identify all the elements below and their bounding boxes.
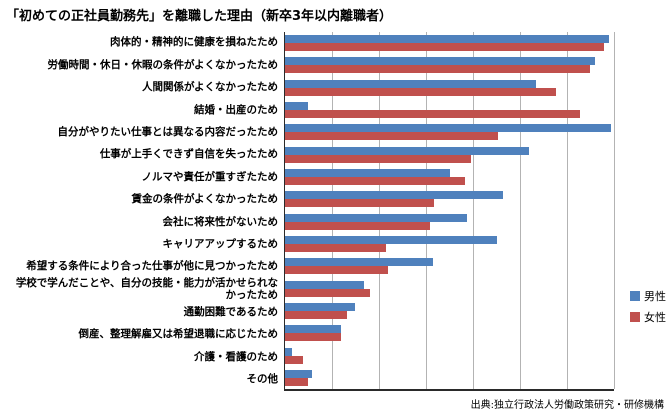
category-label: キャリアアップするため xyxy=(162,237,279,250)
bar-row xyxy=(285,166,614,188)
bar-female xyxy=(285,221,430,230)
legend-label-female: 女性 xyxy=(644,311,666,324)
bar-row xyxy=(285,277,614,299)
bar-female xyxy=(285,132,499,141)
bar-female xyxy=(285,154,472,163)
legend: 男性 女性 xyxy=(630,288,666,330)
gridline xyxy=(473,32,474,389)
gridline xyxy=(567,32,568,389)
bar-female xyxy=(285,243,386,252)
category-label: 希望する条件により合った仕事が他に見つかったため xyxy=(26,260,278,273)
chart-title: 「初めての正社員勤務先」を離職した理由（新卒3年以内離職者） xyxy=(6,9,393,24)
bar-male xyxy=(285,102,308,111)
bar-male xyxy=(285,258,433,267)
category-label: ノルマや責任が重すぎたため xyxy=(141,170,279,183)
bar-female xyxy=(285,43,604,52)
bar-row xyxy=(285,144,614,166)
gridline xyxy=(332,32,333,389)
bar-male xyxy=(285,280,364,289)
legend-item-female: 女性 xyxy=(630,309,666,325)
bar-row xyxy=(285,121,614,143)
bar-female xyxy=(285,110,581,119)
bar-row xyxy=(285,211,614,233)
bar-male xyxy=(285,325,342,334)
bar-female xyxy=(285,87,556,96)
bar-row xyxy=(285,255,614,277)
bar-row xyxy=(285,32,614,54)
category-label: 通勤困難であるため xyxy=(183,305,278,318)
legend-label-male: 男性 xyxy=(644,290,666,303)
bar-male xyxy=(285,169,450,178)
category-label: 賃金の条件がよくなかったため xyxy=(131,193,278,206)
chart-area: 肉体的・精神的に健康を損ねたため労働時間・休日・休暇の条件がよくなかったため人間… xyxy=(6,32,615,391)
legend-item-male: 男性 xyxy=(630,288,666,304)
bar-female xyxy=(285,288,370,297)
category-label: 人間関係がよくなかったため xyxy=(142,81,278,94)
bar-male xyxy=(285,369,313,378)
gridline xyxy=(379,32,380,389)
bar-female xyxy=(285,310,348,319)
category-label: 仕事が上手くできず自信を失ったため xyxy=(99,148,278,161)
legend-swatch-female xyxy=(630,312,640,322)
legend-swatch-male xyxy=(630,291,640,301)
bar-row xyxy=(285,99,614,121)
bar-male xyxy=(285,347,292,356)
bar-male xyxy=(285,57,596,66)
bar-male xyxy=(285,79,536,88)
category-label: 結婚・出産のため xyxy=(194,103,278,116)
bar-row xyxy=(285,188,614,210)
category-label: 肉体的・精神的に健康を損ねたため xyxy=(110,36,278,49)
bar-male xyxy=(285,35,610,44)
category-label: 介護・看護のため xyxy=(194,350,278,363)
bar-row xyxy=(285,344,614,366)
category-label: 倒産、整理解雇又は希望退職に応じたため xyxy=(78,328,279,341)
bar-male xyxy=(285,235,497,244)
bar-male xyxy=(285,124,612,133)
bar-female xyxy=(285,266,389,275)
gridline xyxy=(614,32,615,389)
bar-male xyxy=(285,146,530,155)
bar-row xyxy=(285,233,614,255)
bar-female xyxy=(285,199,435,208)
bar-row xyxy=(285,300,614,322)
source-note: 出典:独立行政法人労働政策研究・研修機構 xyxy=(470,400,664,411)
bar-male xyxy=(285,213,468,222)
category-label: 学校で学んだことや、自分の技能・能力が活かせられなかったため xyxy=(15,277,278,301)
bar-male xyxy=(285,191,504,200)
plot-area xyxy=(284,32,615,391)
bar-row xyxy=(285,322,614,344)
bar-female xyxy=(285,355,303,364)
bar-female xyxy=(285,65,590,74)
bar-row xyxy=(285,77,614,99)
bar-female xyxy=(285,177,465,186)
category-label: 会社に将来性がないため xyxy=(162,215,279,228)
category-label: 自分がやりたい仕事とは異なる内容だったため xyxy=(57,125,279,138)
gridline xyxy=(520,32,521,389)
gridline xyxy=(426,32,427,389)
bar-female xyxy=(285,377,308,386)
bar-female xyxy=(285,333,342,342)
category-labels: 肉体的・精神的に健康を損ねたため労働時間・休日・休暇の条件がよくなかったため人間… xyxy=(6,32,284,391)
category-label: その他 xyxy=(246,372,279,385)
bar-male xyxy=(285,302,355,311)
bar-row xyxy=(285,367,614,389)
bar-row xyxy=(285,54,614,76)
category-label: 労働時間・休日・休暇の条件がよくなかったため xyxy=(47,58,278,71)
